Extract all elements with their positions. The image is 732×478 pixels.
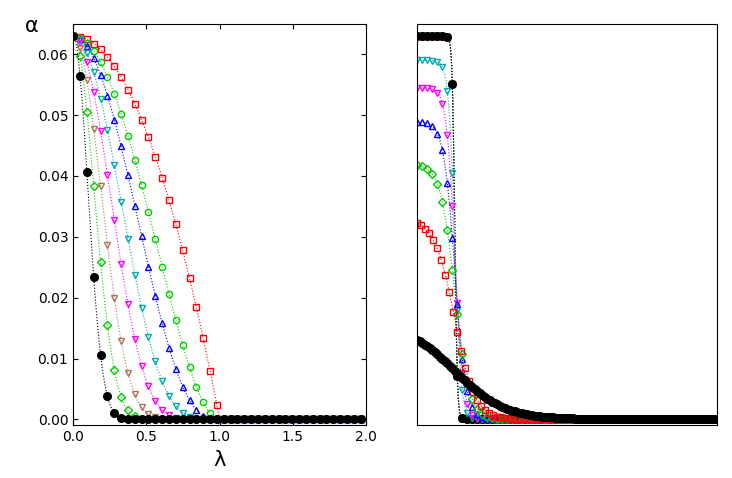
X-axis label: λ: λ	[214, 450, 225, 470]
Y-axis label: α: α	[26, 16, 39, 36]
